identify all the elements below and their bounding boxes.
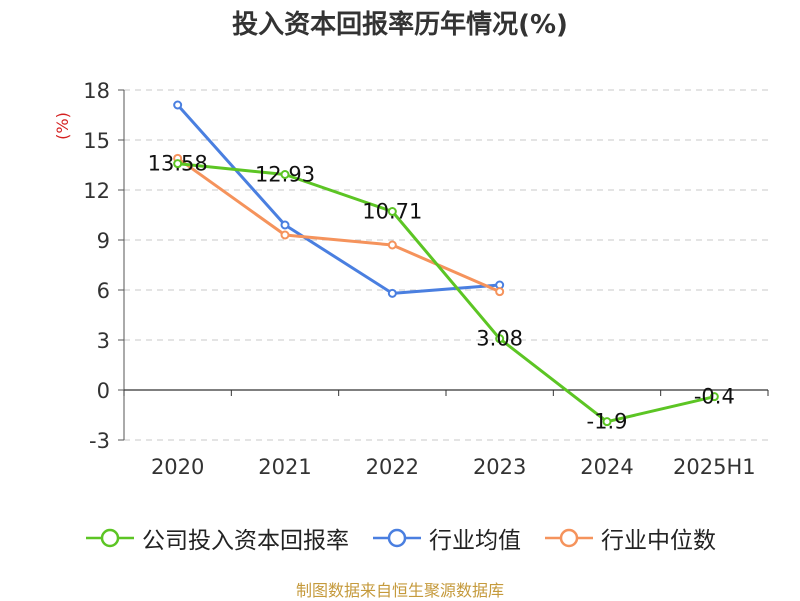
data-point <box>495 287 505 297</box>
data-point <box>602 417 612 427</box>
legend-marker-icon <box>373 528 421 548</box>
x-tick-label: 2022 <box>366 455 419 479</box>
data-label: 13.58 <box>148 152 208 176</box>
legend-marker-icon <box>545 528 593 548</box>
data-point <box>173 100 183 110</box>
chart-title: 投入资本回报率历年情况(%) <box>232 10 568 40</box>
y-tick-label: 15 <box>83 129 110 153</box>
legend-label: 行业中位数 <box>601 528 716 554</box>
y-tick-label: 9 <box>97 229 110 253</box>
y-tick-label: 12 <box>83 179 110 203</box>
y-tick-label: 3 <box>97 329 110 353</box>
legend-label: 公司投入资本回报率 <box>142 528 349 554</box>
legend-item[interactable]: 行业中位数 <box>543 521 716 555</box>
y-tick-label: 6 <box>97 279 110 303</box>
data-point <box>709 392 719 402</box>
data-point <box>387 288 397 298</box>
x-tick-label: 2024 <box>580 455 633 479</box>
y-axis-label: (%) <box>53 112 72 140</box>
series-line <box>176 103 500 295</box>
data-point <box>280 230 290 240</box>
series-layer <box>173 100 719 427</box>
data-label: 12.93 <box>255 163 315 187</box>
legend-item[interactable]: 行业均值 <box>371 521 521 555</box>
legend: 公司投入资本回报率 行业均值 行业中位数 <box>0 518 800 558</box>
x-tick-label: 2021 <box>258 455 311 479</box>
x-tick-label: 2023 <box>473 455 526 479</box>
data-point <box>280 170 290 179</box>
series-line <box>177 162 715 424</box>
source-note: 制图数据来自恒生聚源数据库 <box>295 581 504 600</box>
grid-layer <box>124 89 768 441</box>
data-point <box>173 159 183 169</box>
data-label: -0.4 <box>694 385 735 409</box>
data-point <box>387 207 397 216</box>
data-label: -1.9 <box>587 410 628 434</box>
x-tick-label: 2025H1 <box>673 455 756 479</box>
data-label: 3.08 <box>476 327 523 351</box>
y-tick-label: -3 <box>89 429 110 453</box>
data-point <box>280 220 290 230</box>
data-point <box>495 334 505 344</box>
axis-layer: -3 0 3 6 9 12 15 18 2020 2021 2022 2023 2024 2025H1 <box>83 79 769 479</box>
y-tick-label: 0 <box>97 379 110 403</box>
data-label-layer: 13.58 12.93 10.71 3.08 -1.9 -0.4 <box>148 152 735 434</box>
data-point <box>387 240 397 250</box>
x-tick-label: 2020 <box>151 455 204 479</box>
legend-item[interactable]: 公司投入资本回报率 <box>84 521 349 555</box>
legend-marker-icon <box>86 528 134 548</box>
legend-label: 行业均值 <box>429 528 521 554</box>
data-label: 10.71 <box>362 200 422 224</box>
series-line <box>176 157 501 294</box>
y-tick-label: 18 <box>83 79 110 103</box>
